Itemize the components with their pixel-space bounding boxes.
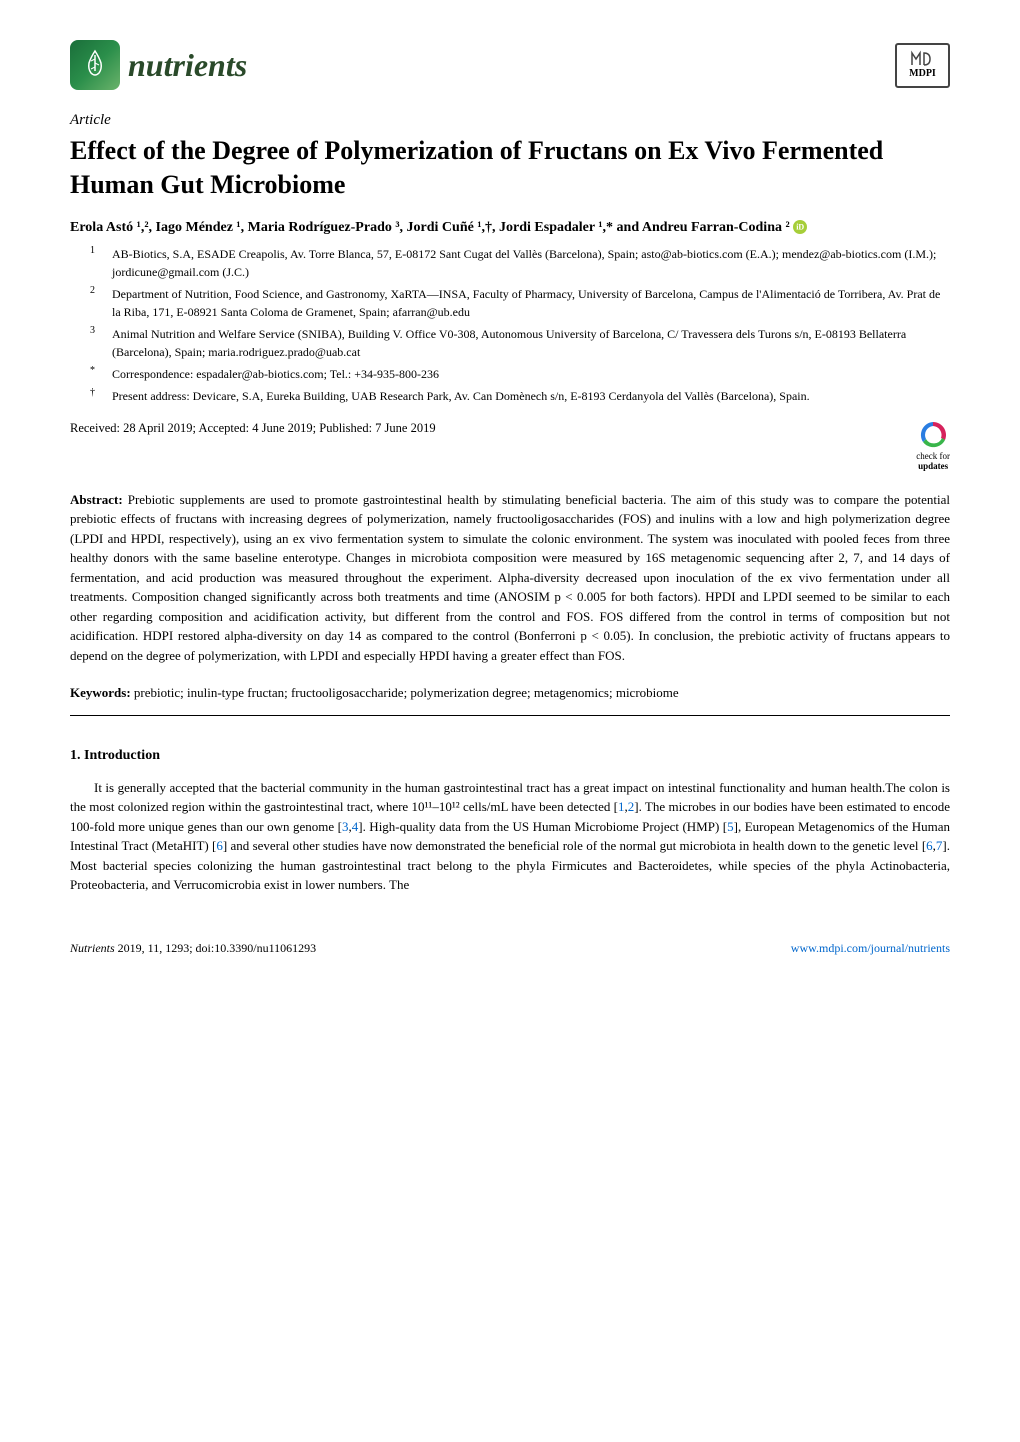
- affiliation-item: 3 Animal Nutrition and Welfare Service (…: [90, 325, 950, 361]
- keywords-text: prebiotic; inulin-type fructan; fructool…: [134, 685, 679, 700]
- cite-link[interactable]: 6: [926, 838, 933, 853]
- affil-num: *: [90, 363, 98, 381]
- check-updates-line2: updates: [916, 462, 950, 472]
- section-divider: [70, 715, 950, 716]
- check-updates-badge[interactable]: check for updates: [916, 420, 950, 472]
- mdpi-label: MDPI: [909, 67, 936, 81]
- affil-num: †: [90, 385, 98, 403]
- footer-journal-italic: Nutrients: [70, 941, 115, 955]
- affil-num: 1: [90, 243, 98, 279]
- affiliation-item: 1 AB-Biotics, S.A, ESADE Creapolis, Av. …: [90, 245, 950, 281]
- article-label: Article: [70, 110, 950, 131]
- intro-mid2: ]. High-quality data from the US Human M…: [358, 819, 727, 834]
- journal-name: nutrients: [128, 43, 247, 88]
- affil-text: Correspondence: espadaler@ab-biotics.com…: [112, 365, 439, 383]
- article-title: Effect of the Degree of Polymerization o…: [70, 134, 950, 202]
- footer-citation: 2019, 11, 1293; doi:10.3390/nu11061293: [115, 941, 316, 955]
- abstract-text: Prebiotic supplements are used to promot…: [70, 492, 950, 663]
- authors-text: Erola Astó ¹,², Iago Méndez ¹, Maria Rod…: [70, 220, 790, 235]
- keywords: Keywords: prebiotic; inulin-type fructan…: [70, 683, 950, 703]
- authors-line: Erola Astó ¹,², Iago Méndez ¹, Maria Rod…: [70, 218, 950, 238]
- mdpi-logo-icon: MDPI: [895, 43, 950, 88]
- abstract-label: Abstract:: [70, 492, 123, 507]
- cite-link[interactable]: 3: [342, 819, 349, 834]
- abstract: Abstract: Prebiotic supplements are used…: [70, 490, 950, 666]
- affiliation-item: 2 Department of Nutrition, Food Science,…: [90, 285, 950, 321]
- journal-logo-icon: [70, 40, 120, 90]
- affil-text: Department of Nutrition, Food Science, a…: [112, 285, 950, 321]
- affil-num: 3: [90, 323, 98, 359]
- footer-row: Nutrients 2019, 11, 1293; doi:10.3390/nu…: [70, 940, 950, 957]
- journal-brand: nutrients: [70, 40, 247, 90]
- affil-text: Animal Nutrition and Welfare Service (SN…: [112, 325, 950, 361]
- affil-num: 2: [90, 283, 98, 319]
- intro-paragraph: It is generally accepted that the bacter…: [70, 778, 950, 895]
- section-heading: 1. Introduction: [70, 746, 950, 766]
- cite-link[interactable]: 1: [618, 799, 625, 814]
- dates-text: Received: 28 April 2019; Accepted: 4 Jun…: [70, 420, 436, 438]
- affil-text: Present address: Devicare, S.A, Eureka B…: [112, 387, 810, 405]
- dates-row: Received: 28 April 2019; Accepted: 4 Jun…: [70, 420, 950, 472]
- check-updates-icon: [918, 420, 948, 450]
- affil-text: AB-Biotics, S.A, ESADE Creapolis, Av. To…: [112, 245, 950, 281]
- affiliation-item: † Present address: Devicare, S.A, Eureka…: [90, 387, 950, 405]
- footer-url-link[interactable]: www.mdpi.com/journal/nutrients: [791, 940, 950, 957]
- intro-mid4: ] and several other studies have now dem…: [223, 838, 926, 853]
- footer-left: Nutrients 2019, 11, 1293; doi:10.3390/nu…: [70, 940, 316, 957]
- keywords-label: Keywords:: [70, 685, 131, 700]
- orcid-icon[interactable]: [793, 220, 807, 234]
- affiliation-item: * Correspondence: espadaler@ab-biotics.c…: [90, 365, 950, 383]
- affiliations-list: 1 AB-Biotics, S.A, ESADE Creapolis, Av. …: [90, 245, 950, 405]
- header-row: nutrients MDPI: [70, 40, 950, 90]
